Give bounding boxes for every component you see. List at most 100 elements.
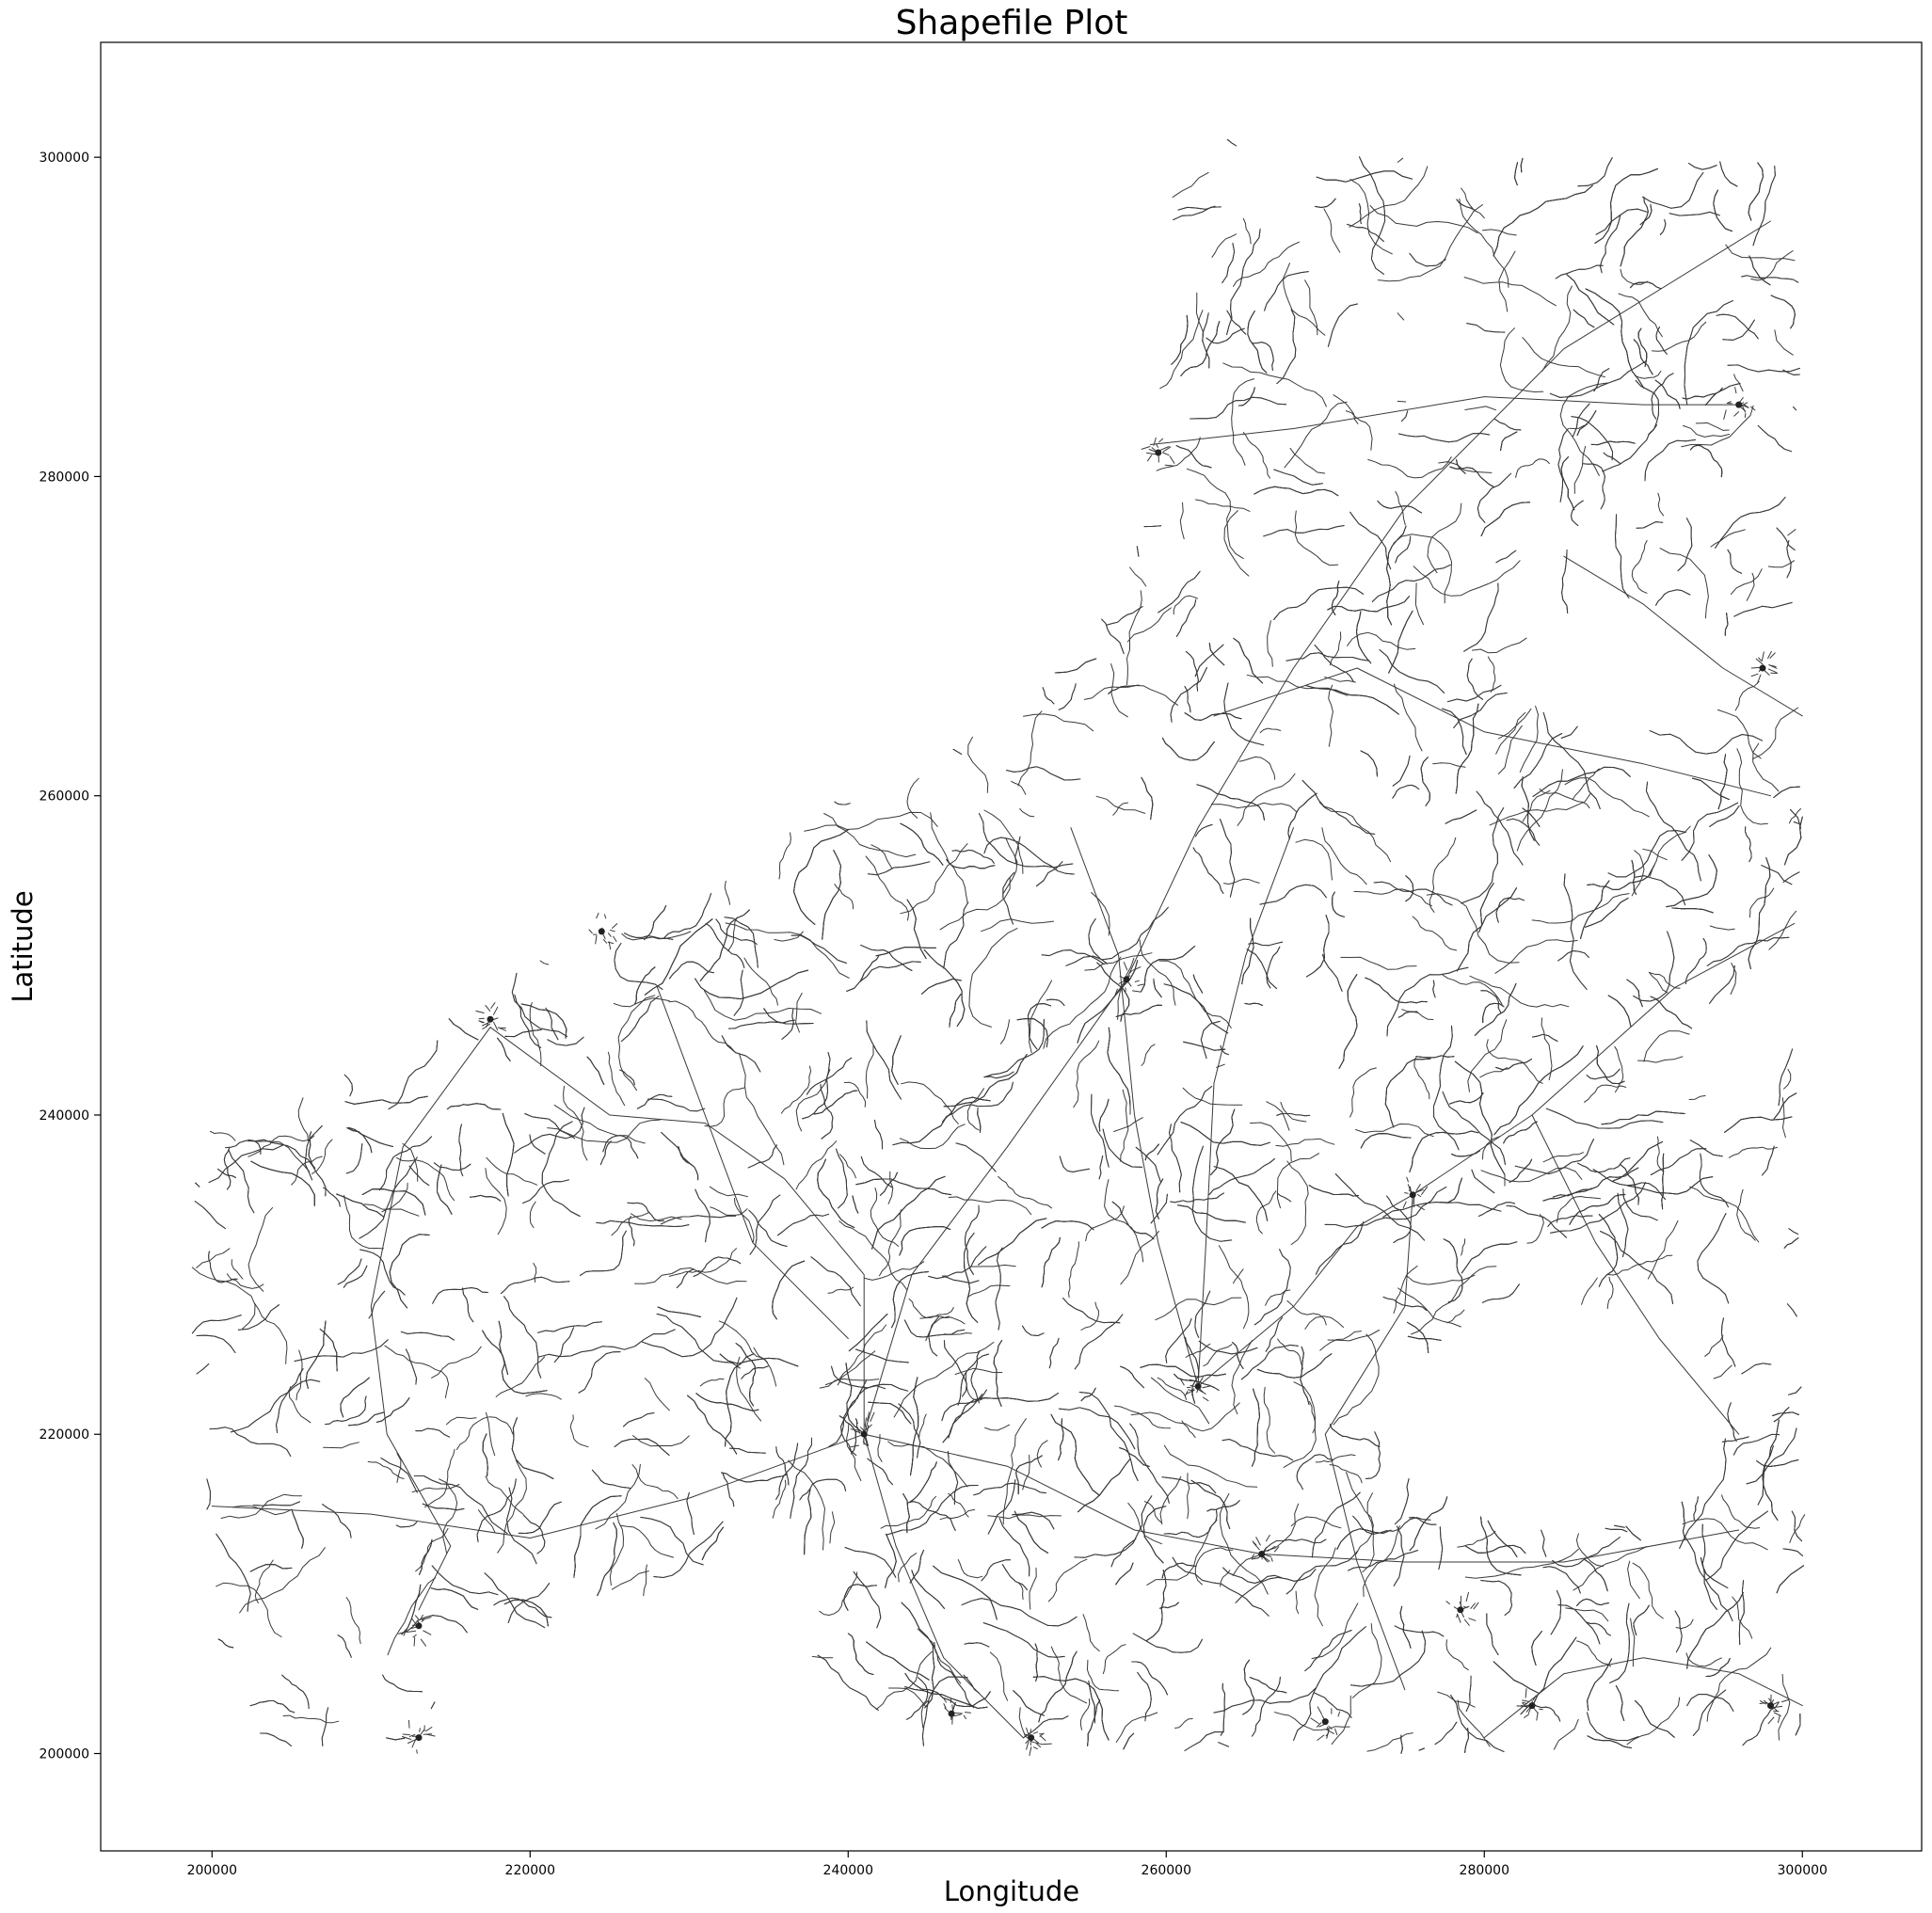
road-segment — [663, 893, 711, 939]
road-segment — [1466, 658, 1484, 700]
road-segment — [295, 1349, 303, 1401]
road-segment — [596, 1220, 690, 1227]
town-street — [411, 1739, 417, 1748]
road-segment — [993, 1340, 1003, 1407]
road-segment — [1315, 1221, 1365, 1275]
road-segment — [288, 1386, 311, 1424]
town-street — [1759, 1700, 1766, 1705]
road-segment — [979, 812, 1074, 869]
road-segment — [1461, 1241, 1518, 1274]
road-segment — [497, 1037, 511, 1061]
road-segment — [1736, 748, 1768, 825]
road-segment — [1078, 1458, 1131, 1513]
road-segment — [1717, 754, 1728, 810]
road-segment — [1603, 452, 1621, 464]
road-segment — [1319, 1331, 1362, 1351]
road-segment — [482, 1433, 488, 1477]
town-street — [1404, 1192, 1409, 1194]
road-segment — [1113, 1117, 1143, 1132]
road-segment — [1210, 802, 1298, 813]
road-segment — [1469, 975, 1570, 1008]
road-segment — [553, 1104, 646, 1144]
y-tick-label: 200000 — [40, 1747, 89, 1762]
road-segment — [405, 1348, 417, 1385]
road-segment — [867, 1458, 893, 1486]
road-segment — [1194, 1290, 1211, 1338]
road-segment — [1263, 525, 1345, 537]
road-segment — [1386, 525, 1407, 626]
main-road — [657, 986, 849, 1339]
road-segment — [1220, 819, 1236, 898]
town-street — [425, 1727, 433, 1732]
road-segment — [847, 1633, 874, 1675]
road-segment — [458, 1124, 464, 1177]
road-segment — [1347, 631, 1416, 650]
road-segment — [1175, 598, 1197, 637]
road-segment — [1748, 255, 1771, 286]
road-segment — [1745, 826, 1752, 863]
road-segment — [486, 1156, 537, 1186]
road-segment — [906, 1677, 929, 1720]
road-segment — [795, 993, 803, 1033]
road-segment — [1102, 1128, 1143, 1168]
road-segment — [1600, 1231, 1674, 1304]
road-segment — [1032, 1676, 1110, 1741]
road-segment — [1301, 779, 1376, 835]
road-segment — [1232, 1342, 1244, 1369]
road-segment — [943, 1340, 967, 1397]
road-segment — [964, 1642, 990, 1648]
road-segment — [1384, 1058, 1431, 1128]
road-segment — [1360, 1133, 1412, 1149]
road-segment — [1220, 1044, 1229, 1056]
road-segment — [1721, 1494, 1761, 1529]
road-segment — [539, 960, 550, 965]
road-segment — [1497, 725, 1523, 774]
road-segment — [1329, 631, 1342, 666]
road-segment — [1255, 1190, 1277, 1235]
road-segment — [1748, 887, 1775, 918]
road-segment — [1560, 725, 1578, 739]
road-segment — [644, 904, 667, 940]
road-segment — [823, 813, 917, 858]
road-segment — [989, 1651, 1008, 1701]
road-segment — [1542, 1152, 1584, 1163]
road-segment — [359, 1156, 418, 1239]
road-segment — [1327, 303, 1358, 347]
road-segment — [1499, 327, 1544, 392]
road-segment — [1336, 1528, 1392, 1550]
road-segment — [495, 1356, 546, 1397]
town-street — [1202, 1396, 1209, 1402]
main-road — [211, 1433, 865, 1538]
road-segment — [1002, 837, 1018, 895]
road-segment — [1411, 1266, 1497, 1335]
road-segment — [249, 1564, 293, 1572]
road-segment — [1285, 1550, 1359, 1595]
road-segment — [778, 832, 791, 880]
road-segment — [1226, 310, 1247, 335]
road-segment — [520, 1003, 567, 1039]
road-segment — [729, 1447, 766, 1454]
town-street — [1768, 664, 1778, 669]
road-segment — [1717, 754, 1728, 810]
road-segment — [1397, 1011, 1418, 1018]
road-segment — [294, 1339, 389, 1362]
road-segment — [695, 1188, 711, 1243]
road-segment — [1545, 1108, 1664, 1129]
road-segment — [1493, 1045, 1584, 1136]
road-segment — [898, 1403, 921, 1459]
road-segment — [1705, 1658, 1731, 1677]
road-segment — [1079, 1698, 1091, 1730]
town-street — [865, 1417, 867, 1426]
road-segment — [1221, 242, 1236, 284]
town-street — [421, 1618, 425, 1622]
road-segment — [686, 1491, 695, 1536]
town-street — [1445, 1601, 1450, 1605]
town-street — [413, 1636, 416, 1647]
road-segment — [855, 1178, 952, 1196]
road-segment — [1177, 205, 1216, 211]
road-segment — [925, 1315, 950, 1342]
road-segment — [503, 1599, 549, 1627]
road-segment — [1213, 1687, 1317, 1714]
road-segment — [1218, 1742, 1230, 1747]
town-street — [854, 1418, 858, 1425]
